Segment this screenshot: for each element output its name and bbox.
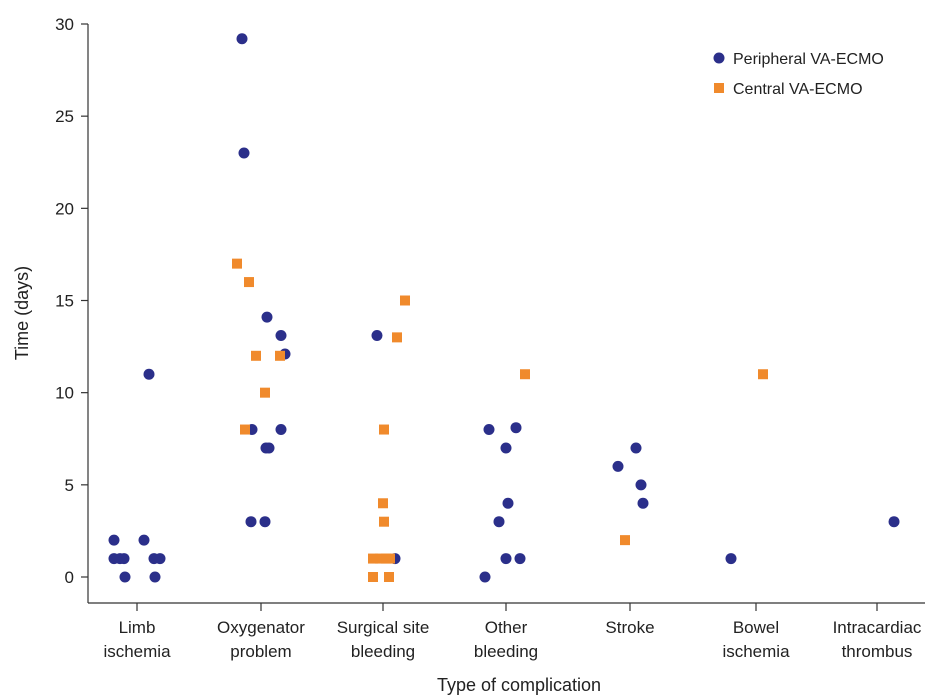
x-tick-label: Limb [119, 618, 156, 637]
data-point-peripheral [119, 571, 131, 583]
data-point-peripheral [510, 422, 522, 434]
x-tick-label: Other [485, 618, 528, 637]
x-tick-label: ischemia [103, 642, 171, 661]
data-point-peripheral [493, 516, 505, 528]
data-point-peripheral [261, 311, 273, 323]
y-tick-label: 0 [65, 568, 74, 587]
data-point-central [379, 424, 389, 435]
legend-marker-circle [713, 52, 725, 64]
data-point-peripheral [635, 479, 647, 491]
data-point-peripheral [275, 424, 287, 436]
x-tick-label: Surgical site [337, 618, 430, 637]
legend-marker-square [714, 83, 724, 93]
data-point-peripheral [637, 497, 649, 509]
legend: Peripheral VA-ECMO Central VA-ECMO [713, 51, 884, 98]
data-point-central [385, 553, 395, 564]
y-tick-label: 30 [55, 15, 74, 34]
y-axis: 0 5 10 15 20 25 30 [55, 15, 89, 603]
data-point-peripheral [630, 442, 642, 454]
data-point-peripheral [154, 553, 166, 565]
data-point-peripheral [479, 571, 491, 583]
data-point-peripheral [138, 534, 150, 546]
x-tick-label: Intracardiac [833, 618, 922, 637]
x-tick-label: Stroke [605, 618, 654, 637]
data-point-peripheral [263, 442, 275, 454]
data-point-central [384, 572, 394, 582]
data-point-peripheral [500, 442, 512, 454]
data-point-central [232, 258, 242, 269]
data-point-central [379, 516, 389, 527]
data-point-peripheral [514, 553, 526, 565]
data-point-peripheral [143, 368, 155, 380]
data-point-peripheral [612, 460, 624, 472]
x-tick-label: problem [230, 642, 291, 661]
y-tick-label: 20 [55, 199, 74, 218]
x-tick-label: ischemia [722, 642, 790, 661]
legend-label: Peripheral VA-ECMO [733, 51, 884, 68]
data-point-peripheral [888, 516, 900, 528]
x-tick-label: Bowel [733, 618, 779, 637]
data-point-peripheral [275, 330, 287, 342]
data-point-central [400, 295, 410, 306]
x-tick-label: thrombus [842, 642, 913, 661]
data-point-central [368, 553, 378, 564]
data-point-central [251, 350, 261, 361]
data-point-peripheral [108, 534, 120, 546]
data-point-central [378, 498, 388, 509]
data-point-central [520, 369, 530, 380]
data-point-central [275, 350, 285, 361]
data-point-central [368, 572, 378, 582]
y-tick-label: 5 [65, 476, 74, 495]
data-point-peripheral [149, 571, 161, 583]
data-point-peripheral [259, 516, 271, 528]
data-point-central [392, 332, 402, 343]
x-tick-label: bleeding [351, 642, 415, 661]
data-point-peripheral [245, 516, 257, 528]
data-point-central [260, 387, 270, 398]
data-point-peripheral [118, 553, 130, 565]
data-point-central [240, 424, 250, 435]
y-tick-label: 15 [55, 292, 74, 311]
data-point-central [375, 553, 385, 564]
data-point-central [758, 369, 768, 380]
x-axis-title: Type of complication [437, 675, 601, 695]
data-point-central [244, 277, 254, 288]
plot-area [108, 33, 900, 583]
y-tick-label: 10 [55, 384, 74, 403]
data-point-peripheral [483, 424, 495, 436]
data-point-peripheral [500, 553, 512, 565]
data-point-peripheral [502, 497, 514, 509]
data-point-peripheral [725, 553, 737, 565]
legend-label: Central VA-ECMO [733, 81, 863, 98]
data-point-central [620, 535, 630, 546]
y-tick-label: 25 [55, 107, 74, 126]
data-point-peripheral [238, 147, 250, 159]
x-tick-label: bleeding [474, 642, 538, 661]
data-point-peripheral [236, 33, 248, 45]
x-tick-label: Oxygenator [217, 618, 305, 637]
x-axis: Limb ischemia Oxygenator problem Surgical si… [88, 602, 925, 661]
data-point-peripheral [371, 330, 383, 342]
y-axis-title: Time (days) [12, 266, 32, 360]
